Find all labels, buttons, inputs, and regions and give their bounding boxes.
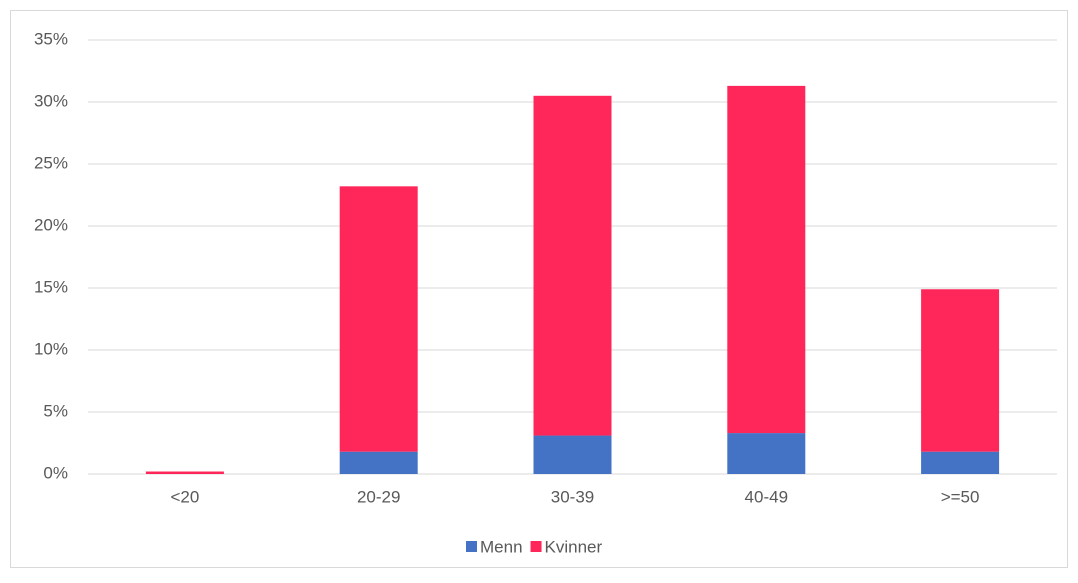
legend-swatch — [466, 541, 477, 552]
x-tick-label: >=50 — [941, 487, 980, 506]
bar-segment — [921, 289, 1000, 452]
x-tick-label: <20 — [170, 487, 199, 506]
x-tick-label: 20-29 — [357, 487, 400, 506]
bar-segment — [145, 471, 224, 474]
bar-segment — [533, 95, 612, 436]
bar-segment — [339, 451, 418, 474]
bar-segment — [921, 451, 1000, 474]
x-tick-label: 30-39 — [551, 487, 594, 506]
bar-segment — [339, 186, 418, 452]
y-tick-label: 5% — [43, 401, 68, 420]
bar-segment — [533, 435, 612, 474]
y-tick-label: 25% — [34, 153, 68, 172]
legend-swatch — [530, 541, 542, 552]
bar-segment — [727, 433, 806, 474]
y-tick-label: 15% — [34, 277, 68, 296]
bar-segment — [727, 85, 806, 434]
legend-label: Kvinner — [545, 537, 603, 556]
x-tick-label: 40-49 — [745, 487, 788, 506]
y-tick-label: 10% — [34, 339, 68, 358]
y-tick-label: 30% — [34, 91, 68, 110]
y-tick-label: 0% — [43, 463, 68, 482]
legend-label: Menn — [480, 537, 523, 556]
y-tick-label: 35% — [34, 29, 68, 48]
y-tick-label: 20% — [34, 215, 68, 234]
